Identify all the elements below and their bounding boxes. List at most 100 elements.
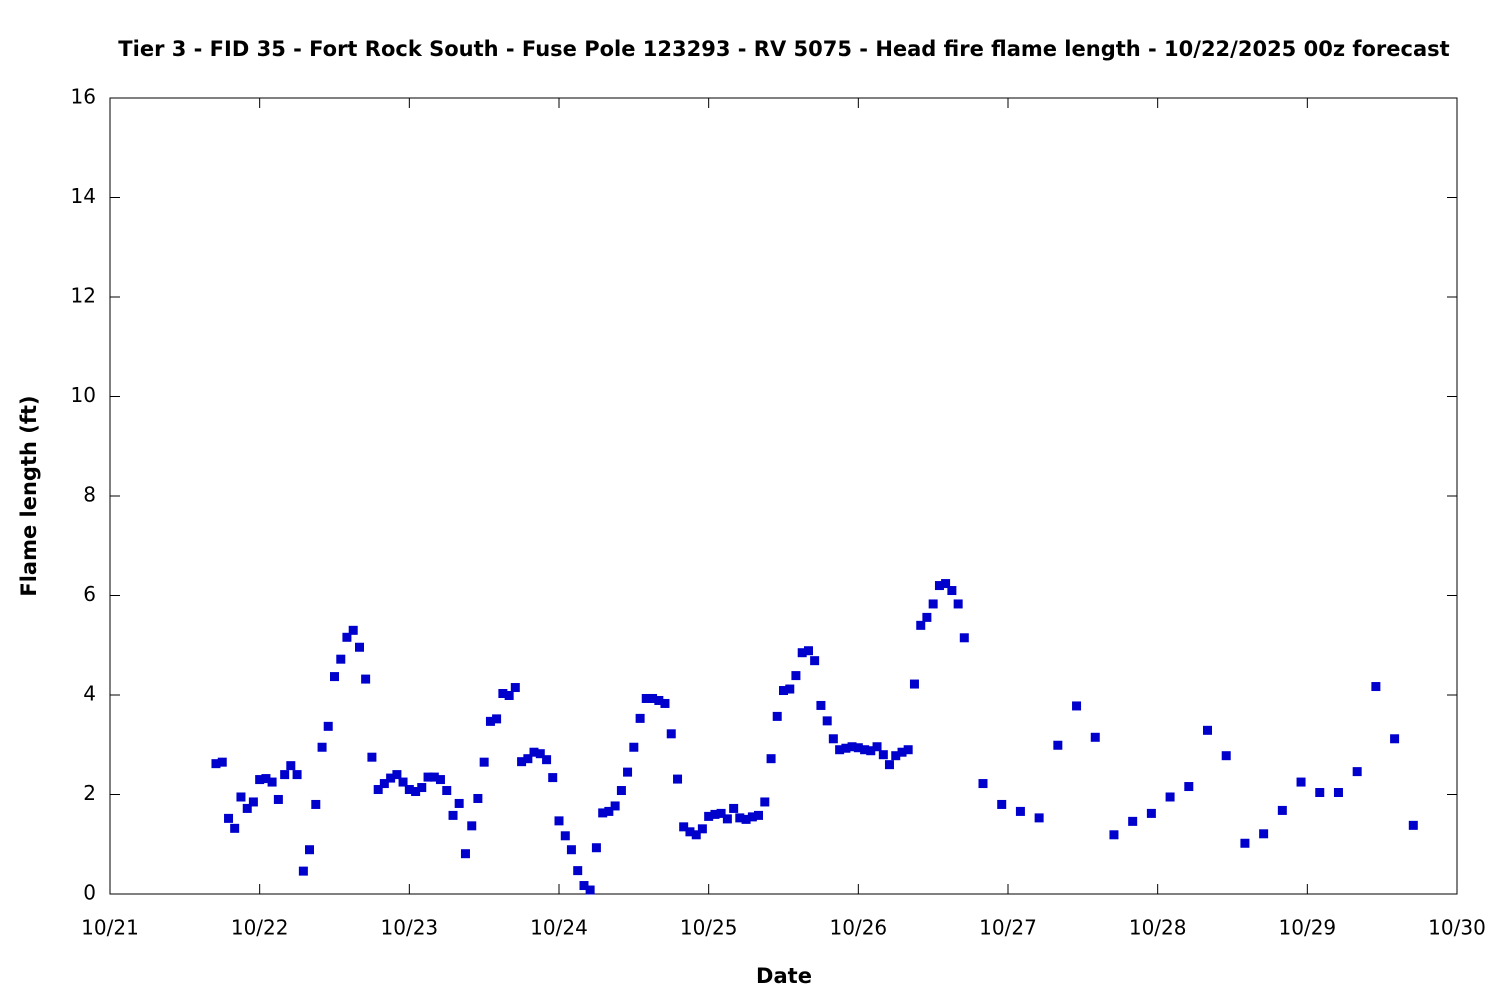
data-point [230,823,240,833]
data-point [641,693,651,703]
data-point [872,742,882,752]
data-point [217,757,227,767]
data-point [747,812,757,822]
data-point [903,745,913,755]
data-point [978,779,988,789]
data-point [816,700,826,710]
data-point [411,787,421,797]
data-point [828,734,838,744]
x-tick-label: 10/30 [1428,916,1486,940]
data-point [1277,805,1287,815]
data-point [298,866,308,876]
y-tick-label: 4 [83,682,96,706]
data-point [797,648,807,658]
data-point [878,750,888,760]
data-point [1128,816,1138,826]
data-point [1315,788,1325,798]
data-point [267,777,277,787]
data-point [722,814,732,824]
x-tick-label: 10/21 [81,916,139,940]
data-point [909,679,919,689]
data-point [1333,788,1343,798]
data-point [679,822,689,832]
data-point [741,814,751,824]
data-point [1408,820,1418,830]
data-point [379,779,389,789]
data-point [579,881,589,891]
data-point [660,698,670,708]
x-axis-label: Date [756,964,812,988]
data-point [591,843,601,853]
data-point [766,754,776,764]
data-point [573,866,583,876]
data-point [367,752,377,762]
y-tick-label: 10 [71,383,96,407]
data-point [292,770,302,780]
data-point [1259,829,1269,839]
data-point [1221,751,1231,761]
data-point [1034,813,1044,823]
data-point [585,885,595,895]
data-point [348,625,358,635]
data-point [953,599,963,609]
data-point [673,774,683,784]
data-point [1165,792,1175,802]
data-point [1371,682,1381,692]
data-point [779,686,788,696]
data-point [1072,701,1082,711]
x-tick-label: 10/22 [231,916,289,940]
data-point [242,803,252,813]
y-tick-label: 8 [83,483,96,507]
data-point [810,656,820,666]
data-point [635,713,645,723]
data-point [735,813,745,823]
data-point [1053,740,1063,750]
data-point [598,808,608,818]
data-point [791,671,801,681]
plot-frame [109,97,1458,895]
data-point [666,729,676,739]
data-point [280,770,290,780]
data-point [710,809,720,819]
data-point [317,742,327,752]
data-point [997,799,1007,809]
x-tick-label: 10/26 [830,916,888,940]
data-point [959,633,969,643]
data-point [629,742,639,752]
data-point [1390,734,1400,744]
data-point [785,684,795,694]
data-point [373,785,383,795]
data-point [754,810,764,820]
data-point [311,799,321,809]
data-point [716,808,726,818]
data-point [947,586,957,596]
x-tick-label: 10/29 [1279,916,1337,940]
data-point [897,747,907,757]
data-point [336,654,346,664]
data-point [566,845,576,855]
data-point [255,775,265,785]
data-point [454,798,464,808]
data-point [492,714,502,724]
data-point [760,797,770,807]
data-point [697,824,707,834]
data-point [1184,782,1194,792]
data-point [860,745,870,755]
data-point [529,747,539,757]
data-point [841,743,851,753]
data-point [523,754,533,764]
y-tick-label: 6 [83,582,96,606]
data-point [560,831,570,841]
x-tick-label: 10/25 [680,916,738,940]
data-point [429,772,439,782]
data-point [510,683,520,693]
data-point [691,830,701,840]
data-point [323,721,333,731]
data-point [648,693,658,703]
y-tick-label: 14 [71,184,96,208]
data-point [517,757,527,767]
data-point [835,745,845,755]
data-point [435,775,445,785]
data-point [398,777,408,787]
